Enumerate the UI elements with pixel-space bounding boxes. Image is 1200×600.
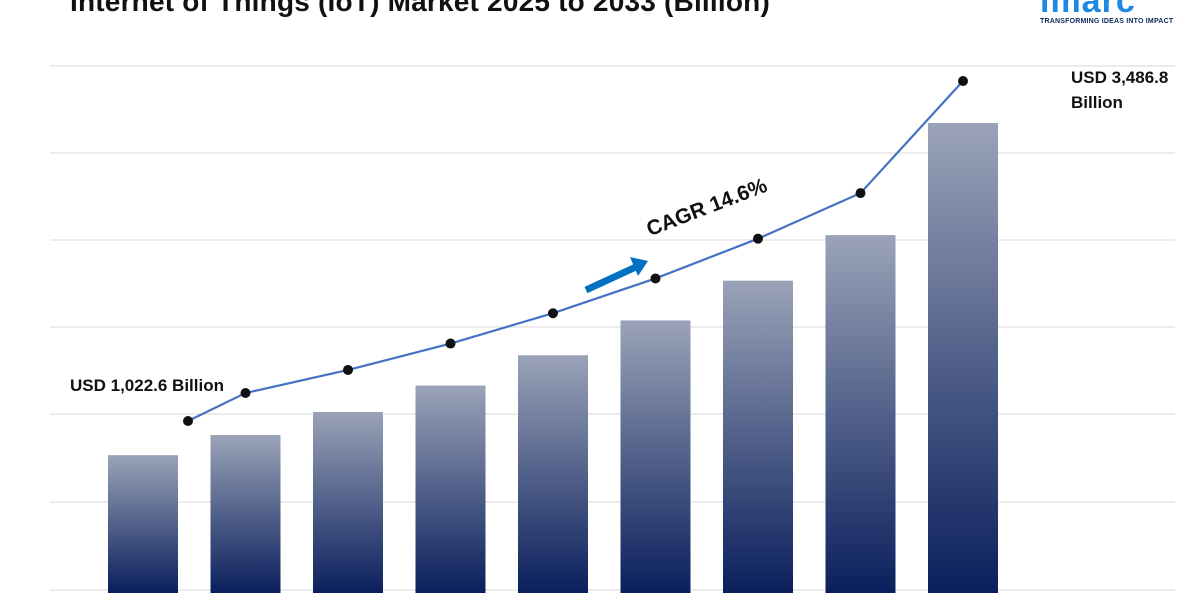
bar-2027: [313, 411, 383, 593]
trend-markers: [183, 76, 968, 426]
cagr-arrow: [584, 257, 648, 294]
trend-marker: [958, 76, 968, 86]
brand-logo: imarc TRANSFORMING IDEAS INTO IMPACT: [1036, 0, 1186, 38]
trend-marker: [343, 364, 353, 375]
bar-2032: [825, 235, 896, 594]
bars: [108, 123, 998, 594]
trend-marker: [753, 233, 763, 244]
bar-2031: [723, 280, 793, 593]
bar-2026: [210, 435, 281, 593]
bar-2030: [620, 320, 691, 593]
bar-2029: [518, 355, 588, 593]
end-value-annotation-line1: USD 3,486.8: [1071, 68, 1169, 87]
bar-2025: [108, 455, 178, 593]
trend-marker: [445, 338, 456, 349]
bar-2033: [928, 123, 998, 593]
trend-marker: [548, 308, 558, 319]
brand-logo-wordmark: imarc: [1040, 0, 1136, 20]
bar-2028: [415, 385, 486, 593]
brand-tagline: TRANSFORMING IDEAS INTO IMPACT: [1040, 18, 1174, 25]
end-value-annotation-line2: Billion: [1071, 93, 1123, 112]
trend-marker: [650, 273, 661, 284]
trend-marker: [240, 388, 251, 399]
trend-marker: [183, 416, 193, 426]
start-value-annotation: USD 1,022.6 Billion: [70, 376, 224, 395]
trend-marker: [855, 188, 866, 199]
chart-title: Internet of Things (IoT) Market 2025 to …: [70, 0, 770, 17]
